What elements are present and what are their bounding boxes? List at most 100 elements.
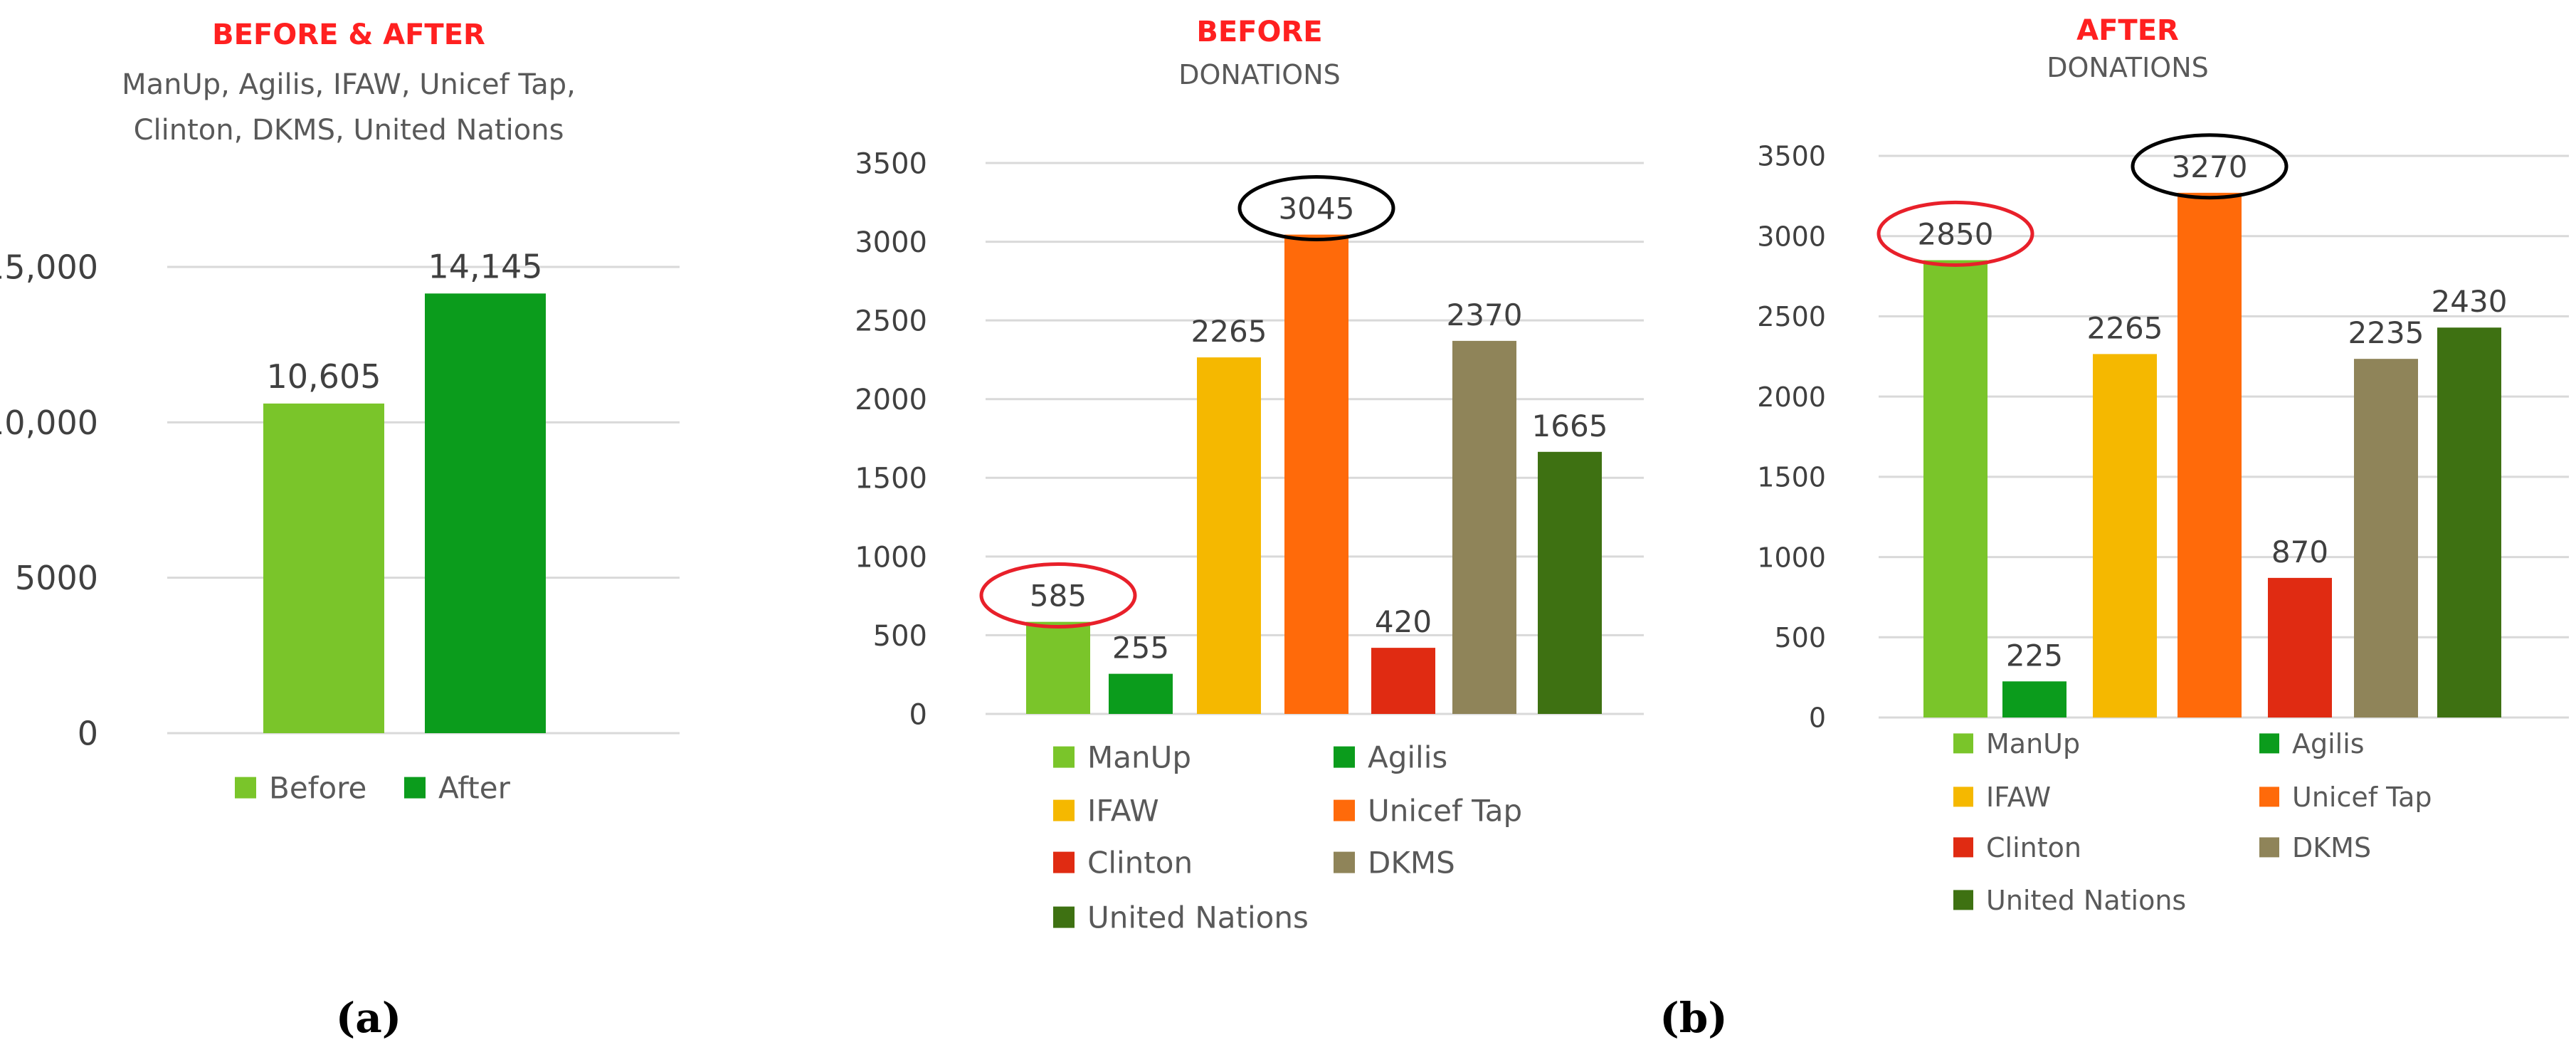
legend-swatch-agilis (1334, 746, 1355, 768)
y-tick-label: 3500 (855, 147, 927, 180)
bar-dkms (1452, 340, 1516, 714)
legend-label-dkms: DKMS (2292, 832, 2371, 863)
chart-subtitle-line: ManUp, Agilis, IFAW, Unicef Tap, (122, 68, 576, 101)
chart-title: BEFORE & AFTER (212, 19, 485, 51)
y-tick-label: 2500 (855, 305, 927, 338)
bar-united-nations (2437, 327, 2501, 717)
data-label-ifaw: 2265 (1191, 314, 1267, 349)
y-tick-label: 0 (1809, 703, 1826, 734)
y-tick-label: 3000 (855, 226, 927, 259)
y-tick-label: 3000 (1757, 221, 1826, 252)
chart-legend: Before After (235, 771, 511, 806)
legend-label-clinton: Clinton (1087, 846, 1193, 880)
highlight-ellipse-unicef-tap (1237, 175, 1395, 241)
legend-swatch-united-nations (1953, 890, 1973, 910)
legend-label-united-nations: United Nations (1087, 900, 1309, 935)
legend-swatch-manup (1953, 733, 1973, 754)
y-tick-label: 10,000 (0, 404, 98, 442)
legend-label-ifaw: IFAW (1087, 794, 1159, 829)
data-label-united-nations: 2430 (2432, 284, 2508, 319)
legend-swatch-after (404, 777, 426, 799)
y-tick-label: 2000 (855, 384, 927, 416)
panel-caption: (a) (336, 994, 401, 1042)
bar-ifaw (1197, 357, 1261, 714)
chart-title: BEFORE (1196, 16, 1322, 48)
legend-label-manup: ManUp (1087, 740, 1191, 775)
legend-label-unicef-tap: Unicef Tap (2292, 782, 2432, 813)
legend-label-united-nations: United Nations (1986, 885, 2186, 916)
y-tick-label: 1500 (855, 463, 927, 495)
bar-ifaw (2093, 354, 2157, 717)
legend-label-before: Before (269, 771, 366, 806)
y-tick-label: 2000 (1757, 382, 1826, 413)
legend-label-agilis: Agilis (2292, 728, 2365, 759)
bar-clinton (2268, 577, 2332, 717)
y-tick-label: 3500 (1757, 141, 1826, 172)
legend-swatch-ifaw (1953, 787, 1973, 807)
legend-label-agilis: Agilis (1368, 740, 1447, 775)
y-tick-label: 500 (1774, 622, 1826, 653)
data-label-manup: 2850 (1918, 217, 1994, 252)
legend-swatch-unicef-tap (2259, 787, 2279, 807)
y-tick-label: 500 (873, 620, 927, 653)
panel-caption: (b) (1659, 994, 1727, 1042)
legend-label-after: After (438, 771, 511, 806)
legend-swatch-before (235, 777, 256, 799)
data-label-united-nations: 1665 (1532, 409, 1608, 443)
y-tick-label: 5000 (15, 559, 98, 597)
bar-agilis (1109, 673, 1173, 714)
legend-label-clinton: Clinton (1986, 832, 2081, 863)
chart-legend: ManUp Agilis IFAW Unicef Tap Clinton DKMS Unit… (1053, 740, 1522, 935)
chart-b-after: AFTER DONATIONS 0 500 1000 1500 2000 2500 3000 35… (1757, 14, 2569, 916)
y-tick-label: 15,000 (0, 248, 98, 287)
highlight-ellipse-manup (979, 562, 1137, 629)
data-label-agilis: 225 (2006, 638, 2063, 673)
y-tick-label: 0 (909, 698, 927, 731)
bar-unicef-tap (2178, 192, 2242, 717)
chart-subtitle: DONATIONS (1178, 59, 1341, 90)
data-label-dkms: 2235 (2348, 315, 2424, 350)
data-label-manup: 585 (1030, 579, 1087, 614)
highlight-ellipse-manup (1876, 200, 2034, 267)
data-label-unicef-tap: 3270 (2172, 149, 2248, 184)
legend-swatch-clinton (1953, 837, 1973, 858)
bar-manup (1026, 621, 1090, 714)
bar-clinton (1371, 648, 1435, 714)
data-label-agilis: 255 (1112, 631, 1169, 666)
bar-dkms (2354, 359, 2418, 717)
chart-title: AFTER (2076, 14, 2179, 47)
y-tick-label: 2500 (1757, 301, 1826, 332)
data-label-after: 14,145 (428, 247, 543, 285)
y-tick-label: 1500 (1757, 462, 1826, 493)
bar-united-nations (1538, 451, 1602, 714)
legend-label-ifaw: IFAW (1986, 782, 2051, 813)
chart-subtitle: DONATIONS (2047, 52, 2209, 83)
chart-b-before: BEFORE DONATIONS 0 500 1000 1500 2000 2500 3000 3… (855, 16, 1644, 935)
data-label-dkms: 2370 (1447, 298, 1523, 332)
bar-agilis (2002, 681, 2066, 717)
data-label-ifaw: 2265 (2087, 310, 2163, 345)
bar-manup (1923, 260, 1988, 717)
chart-legend: ManUp Agilis IFAW Unicef Tap Clinton DKMS Unit… (1953, 728, 2432, 916)
legend-swatch-dkms (1334, 851, 1355, 873)
legend-swatch-agilis (2259, 733, 2279, 754)
data-label-clinton: 420 (1375, 604, 1432, 639)
data-label-before: 10,605 (267, 357, 381, 396)
legend-label-dkms: DKMS (1368, 846, 1455, 880)
bar-unicef-tap (1284, 234, 1348, 714)
legend-swatch-unicef-tap (1334, 799, 1355, 821)
legend-swatch-clinton (1053, 851, 1075, 873)
chart-subtitle-line: Clinton, DKMS, United Nations (134, 114, 564, 147)
y-tick-label: 1000 (1757, 542, 1826, 573)
legend-label-manup: ManUp (1986, 728, 2080, 759)
bar-after (425, 293, 546, 734)
y-tick-label: 0 (78, 715, 98, 753)
chart-a: BEFORE & AFTER ManUp, Agilis, IFAW, Unice… (0, 19, 680, 806)
data-label-clinton: 870 (2271, 535, 2328, 569)
legend-swatch-dkms (2259, 837, 2279, 858)
bar-before (263, 403, 384, 733)
legend-swatch-united-nations (1053, 906, 1075, 928)
legend-swatch-ifaw (1053, 799, 1075, 821)
legend-label-unicef-tap: Unicef Tap (1368, 794, 1522, 829)
